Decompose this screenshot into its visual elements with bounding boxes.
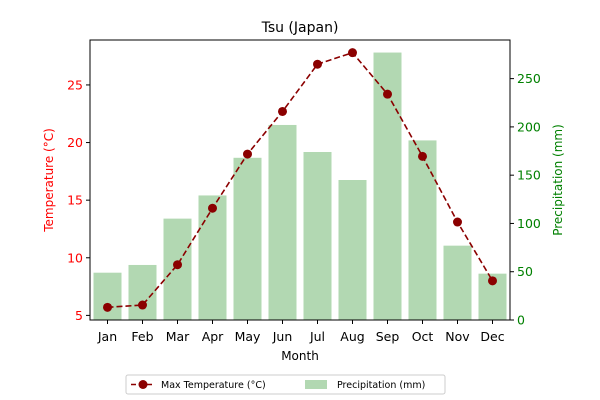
right-tick-label: 150 xyxy=(517,168,541,183)
x-tick-label-dec: Dec xyxy=(480,329,504,344)
temperature-point-feb xyxy=(138,300,147,310)
temperature-point-jan xyxy=(103,302,112,312)
right-tick-label: 100 xyxy=(517,216,541,231)
right-tick-label: 50 xyxy=(517,264,533,279)
right-tick-label: 0 xyxy=(517,313,525,328)
right-axis-label: Precipitation (mm) xyxy=(551,124,565,236)
precipitation-bar-feb xyxy=(128,264,157,320)
chart-title: Tsu (Japan) xyxy=(261,20,339,36)
temperature-point-oct xyxy=(418,151,427,161)
precipitation-bar-nov xyxy=(443,245,472,320)
legend-label-precipitation: Precipitation (mm) xyxy=(337,380,425,391)
x-axis-label: Month xyxy=(281,349,319,363)
left-tick-label: 5 xyxy=(75,308,83,323)
x-tick-label-jan: Jan xyxy=(97,329,117,344)
x-tick-label-mar: Mar xyxy=(166,329,190,344)
temperature-point-may xyxy=(243,149,252,159)
plot-frame xyxy=(89,39,511,321)
temperature-point-apr xyxy=(208,203,217,213)
temperature-point-sep xyxy=(383,89,392,99)
x-tick-label-may: May xyxy=(235,329,261,344)
x-tick-label-nov: Nov xyxy=(445,329,470,344)
temperature-series-line xyxy=(107,51,494,309)
temperature-point-jun xyxy=(278,106,287,116)
temperature-point-dec xyxy=(488,276,497,286)
precipitation-bar-jan xyxy=(93,272,122,320)
x-axis: Jan Feb Mar Apr May Jun Jul Aug Sep Oct Nov Dec xyxy=(97,320,505,344)
temperature-point-mar xyxy=(173,260,182,270)
precipitation-bar-jun xyxy=(268,124,297,320)
legend: Max Temperature (°C) Precipitation (mm) xyxy=(125,374,446,395)
x-tick-label-feb: Feb xyxy=(131,329,153,344)
precipitation-bar-aug xyxy=(338,180,367,320)
right-axis: 0 50 100 150 200 250 xyxy=(510,71,541,328)
left-axis-label: Temperature (°C) xyxy=(42,128,56,233)
legend-label-temperature: Max Temperature (°C) xyxy=(161,380,266,391)
precipitation-bar-may xyxy=(233,157,262,320)
right-tick-label: 200 xyxy=(517,119,541,134)
precipitation-bar-apr xyxy=(198,195,227,320)
left-tick-label: 10 xyxy=(67,250,83,265)
left-tick-label: 25 xyxy=(67,77,83,92)
temperature-point-nov xyxy=(453,217,462,227)
x-tick-label-sep: Sep xyxy=(376,329,400,344)
x-tick-label-oct: Oct xyxy=(412,329,434,344)
precipitation-bar-jul xyxy=(303,152,332,320)
x-tick-label-aug: Aug xyxy=(340,329,364,344)
legend-box xyxy=(125,374,446,395)
temperature-point-jul xyxy=(313,59,322,69)
x-tick-label-jul: Jul xyxy=(309,329,325,344)
legend-bar-swatch xyxy=(305,380,327,389)
left-axis: 5 10 15 20 25 xyxy=(67,77,90,323)
temperature-point-aug xyxy=(348,48,357,58)
temperature-line xyxy=(103,48,497,312)
left-tick-label: 15 xyxy=(67,193,83,208)
precipitation-bar-mar xyxy=(163,218,192,320)
right-tick-label: 250 xyxy=(517,71,541,86)
precipitation-bars xyxy=(93,52,507,320)
left-tick-label: 20 xyxy=(67,135,83,150)
x-tick-label-jun: Jun xyxy=(272,329,293,344)
legend-marker-swatch xyxy=(138,380,148,389)
x-tick-label-apr: Apr xyxy=(202,329,224,344)
precipitation-bar-oct xyxy=(408,140,437,320)
